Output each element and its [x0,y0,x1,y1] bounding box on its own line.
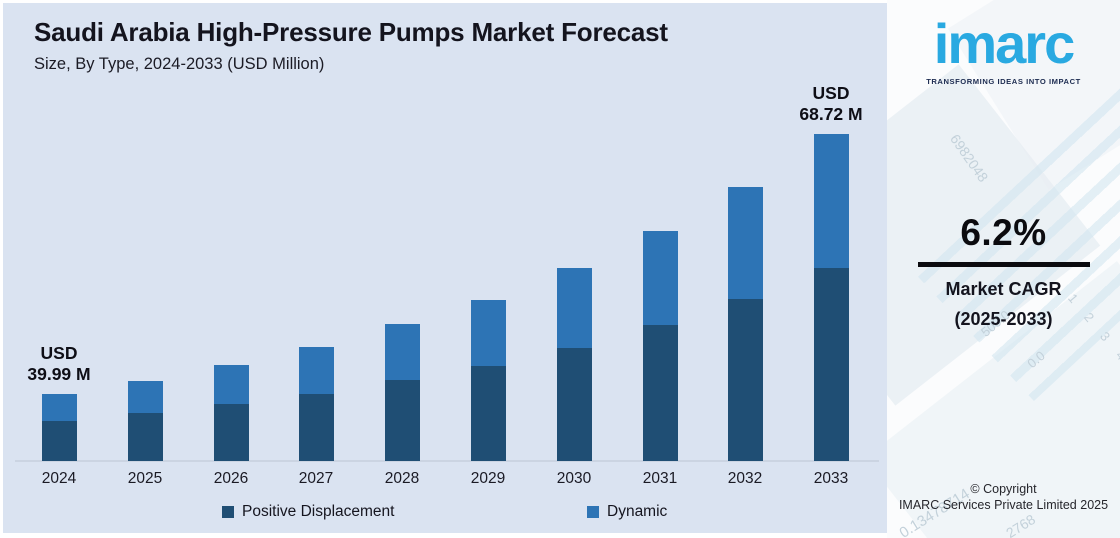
imarc-logo: imarc TRANSFORMING IDEAS INTO IMPACT [887,8,1120,86]
x-axis-label-2024: 2024 [41,470,77,487]
bar-2028 [384,324,420,461]
watermark-number: 0.0 [1024,347,1048,372]
bar-2024 [41,394,77,461]
bar-segment-dynamic [127,381,163,413]
legend-swatch [222,506,234,518]
cagr-years: (2025-2033) [954,309,1053,329]
bar-2027 [298,347,334,461]
watermark-number: 2768 [1003,510,1039,538]
bar-segment-positive-displacement [41,421,77,461]
bar-segment-positive-displacement [213,404,249,461]
x-axis-line [15,460,879,462]
copyright-notice: © Copyright IMARC Services Private Limit… [887,481,1120,514]
bar-segment-dynamic [470,300,506,366]
bar-segment-positive-displacement [813,268,849,461]
bar-segment-positive-displacement [470,366,506,461]
value-label-2024: USD 39.99 M [27,342,91,385]
bar-2029 [470,300,506,461]
legend-label: Dynamic [607,503,668,520]
copyright-line1: © Copyright [970,482,1037,496]
bar-segment-dynamic [41,394,77,421]
bar-segment-dynamic [556,268,592,348]
bar-chart-plot: 2024 2025 2026 2027 2028 2029 2030 2031 2032 2033… [3,3,887,533]
bar-segment-positive-displacement [642,325,678,461]
bar-segment-positive-displacement [127,413,163,461]
cagr-value: 6.2% [960,212,1047,253]
bar-segment-positive-displacement [384,380,420,461]
bar-2032 [727,187,763,461]
imarc-logo-tagline: TRANSFORMING IDEAS INTO IMPACT [926,76,1081,86]
x-axis-label-2031: 2031 [642,470,678,487]
x-axis-label-2030: 2030 [556,470,592,487]
watermark-number: 6982048 [947,131,992,185]
x-axis-label-2026: 2026 [213,470,249,487]
bar-2033 [813,134,849,461]
value-label-2033: USD 68.72 M [799,82,863,125]
cagr-callout: 6.2% Market CAGR (2025-2033) [887,212,1120,330]
cagr-divider [917,262,1090,267]
bar-2030 [556,268,592,461]
bar-2031 [642,231,678,461]
legend-swatch [587,506,599,518]
cagr-label: Market CAGR [945,279,1062,299]
x-axis-label-2029: 2029 [470,470,506,487]
x-axis-label-2025: 2025 [127,470,163,487]
chart-panel: Saudi Arabia High-Pressure Pumps Market … [3,3,887,533]
bar-2026 [213,365,249,461]
bar-segment-dynamic [213,365,249,404]
bar-segment-positive-displacement [298,394,334,461]
copyright-line2: IMARC Services Private Limited 2025 [898,498,1109,513]
bar-segment-positive-displacement [556,348,592,461]
x-axis-label-2028: 2028 [384,470,420,487]
legend-label: Positive Displacement [242,503,395,520]
chart-subtitle: Size, By Type, 2024-2033 (USD Million) [34,55,325,73]
x-axis-label-2033: 2033 [813,470,849,487]
bar-segment-dynamic [813,134,849,268]
x-axis-label-2027: 2027 [298,470,334,487]
bar-segment-dynamic [727,187,763,299]
legend-item-dynamic: Dynamic [587,503,667,521]
bar-segment-dynamic [384,324,420,380]
chart-legend: Positive Displacement Dynamic [3,503,887,527]
bar-segment-dynamic [298,347,334,394]
legend-item-positive-displacement: Positive Displacement [222,503,394,521]
bar-2025 [127,381,163,461]
chart-title: Saudi Arabia High-Pressure Pumps Market … [34,17,668,47]
x-axis-label-2032: 2032 [727,470,763,487]
bar-segment-positive-displacement [727,299,763,461]
imarc-logo-wordmark: imarc [933,12,1075,75]
brand-panel: 500.0 0.0 1 2 3 4 6982048 0.13478714 276… [887,0,1120,538]
bar-segment-dynamic [642,231,678,325]
